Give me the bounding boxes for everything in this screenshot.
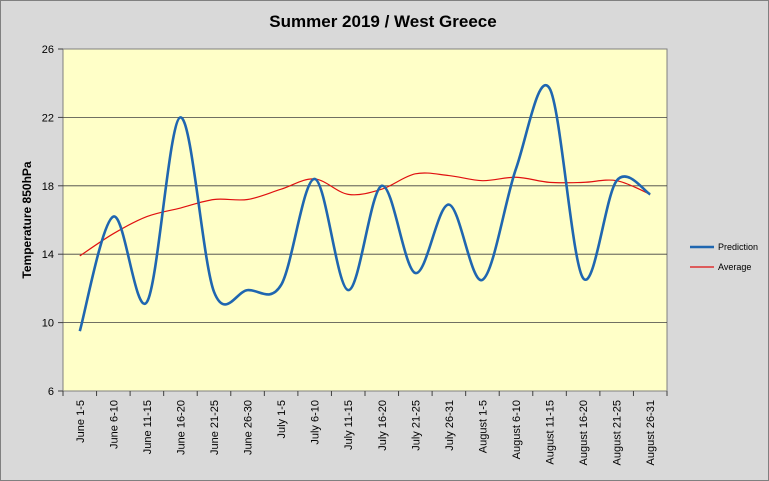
x-tick-label: July 11-15: [343, 400, 355, 450]
x-tick-label: July 6-10: [310, 400, 322, 445]
x-tick-label: July 26-31: [444, 400, 456, 451]
x-tick-label: June 26-30: [243, 400, 255, 455]
x-tick-label: July 16-20: [377, 400, 389, 451]
x-tick-label: July 21-25: [410, 400, 422, 451]
x-axis: June 1-5 June 6-10 June 11-15 June 16-20 Jun…: [62, 391, 668, 465]
y-tick-label: 6: [48, 386, 54, 398]
x-tick-label: July 1-5: [276, 400, 288, 439]
x-tick-label: August 1-5: [477, 400, 489, 453]
y-axis-label: Temperature 850hPa: [20, 161, 34, 278]
y-tick-label: 22: [42, 112, 54, 124]
y-tick-label: 18: [42, 181, 54, 193]
x-tick-label: June 11-15: [142, 400, 154, 454]
y-tick-label: 14: [42, 249, 54, 261]
x-tick-label: August 6-10: [511, 400, 523, 459]
plot-area: [62, 48, 668, 392]
x-tick-label: August 16-20: [578, 400, 590, 465]
series-line-average: [79, 172, 651, 257]
legend: Prediction Average: [690, 242, 758, 272]
chart-title: Summer 2019 / West Greece: [269, 12, 496, 31]
x-tick-label: August 26-31: [645, 400, 657, 465]
legend-prediction-label: Prediction: [718, 242, 758, 252]
y-tick-label: 26: [42, 44, 54, 56]
series-lines: [78, 84, 651, 332]
x-tick-label: August 21-25: [612, 400, 624, 465]
y-axis: 6 10 14 18 22 26: [42, 44, 63, 398]
x-tick-label: June 1-5: [75, 400, 87, 443]
y-tick-label: 10: [42, 318, 54, 330]
grid: [63, 117, 667, 324]
series-line-prediction: [78, 84, 651, 332]
x-tick-label: June 16-20: [175, 400, 187, 455]
x-tick-label: August 11-15: [545, 400, 557, 465]
x-tick-label: June 21-25: [209, 400, 221, 455]
legend-average-label: Average: [718, 262, 751, 272]
x-tick-label: June 6-10: [108, 400, 120, 449]
